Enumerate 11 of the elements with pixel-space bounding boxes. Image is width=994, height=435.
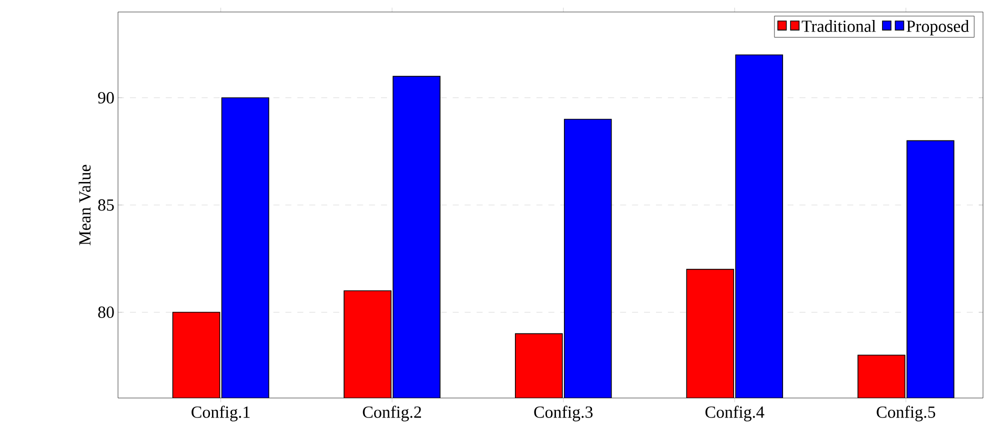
x-tick-label: Config.4 [705, 406, 764, 422]
y-tick-label: 80 [98, 306, 114, 318]
x-tick-label: Config.2 [362, 406, 422, 422]
y-axis-title: Mean Value [78, 164, 91, 246]
legend-label: Proposed [906, 20, 969, 36]
x-tick-label: Config.3 [534, 406, 593, 422]
x-tick-label: Config.1 [192, 406, 250, 422]
x-tick-label: Config.5 [876, 406, 936, 422]
legend-label: Traditional [802, 20, 876, 32]
y-tick-label: 90 [98, 92, 114, 104]
y-tick-label: 85 [98, 199, 114, 211]
